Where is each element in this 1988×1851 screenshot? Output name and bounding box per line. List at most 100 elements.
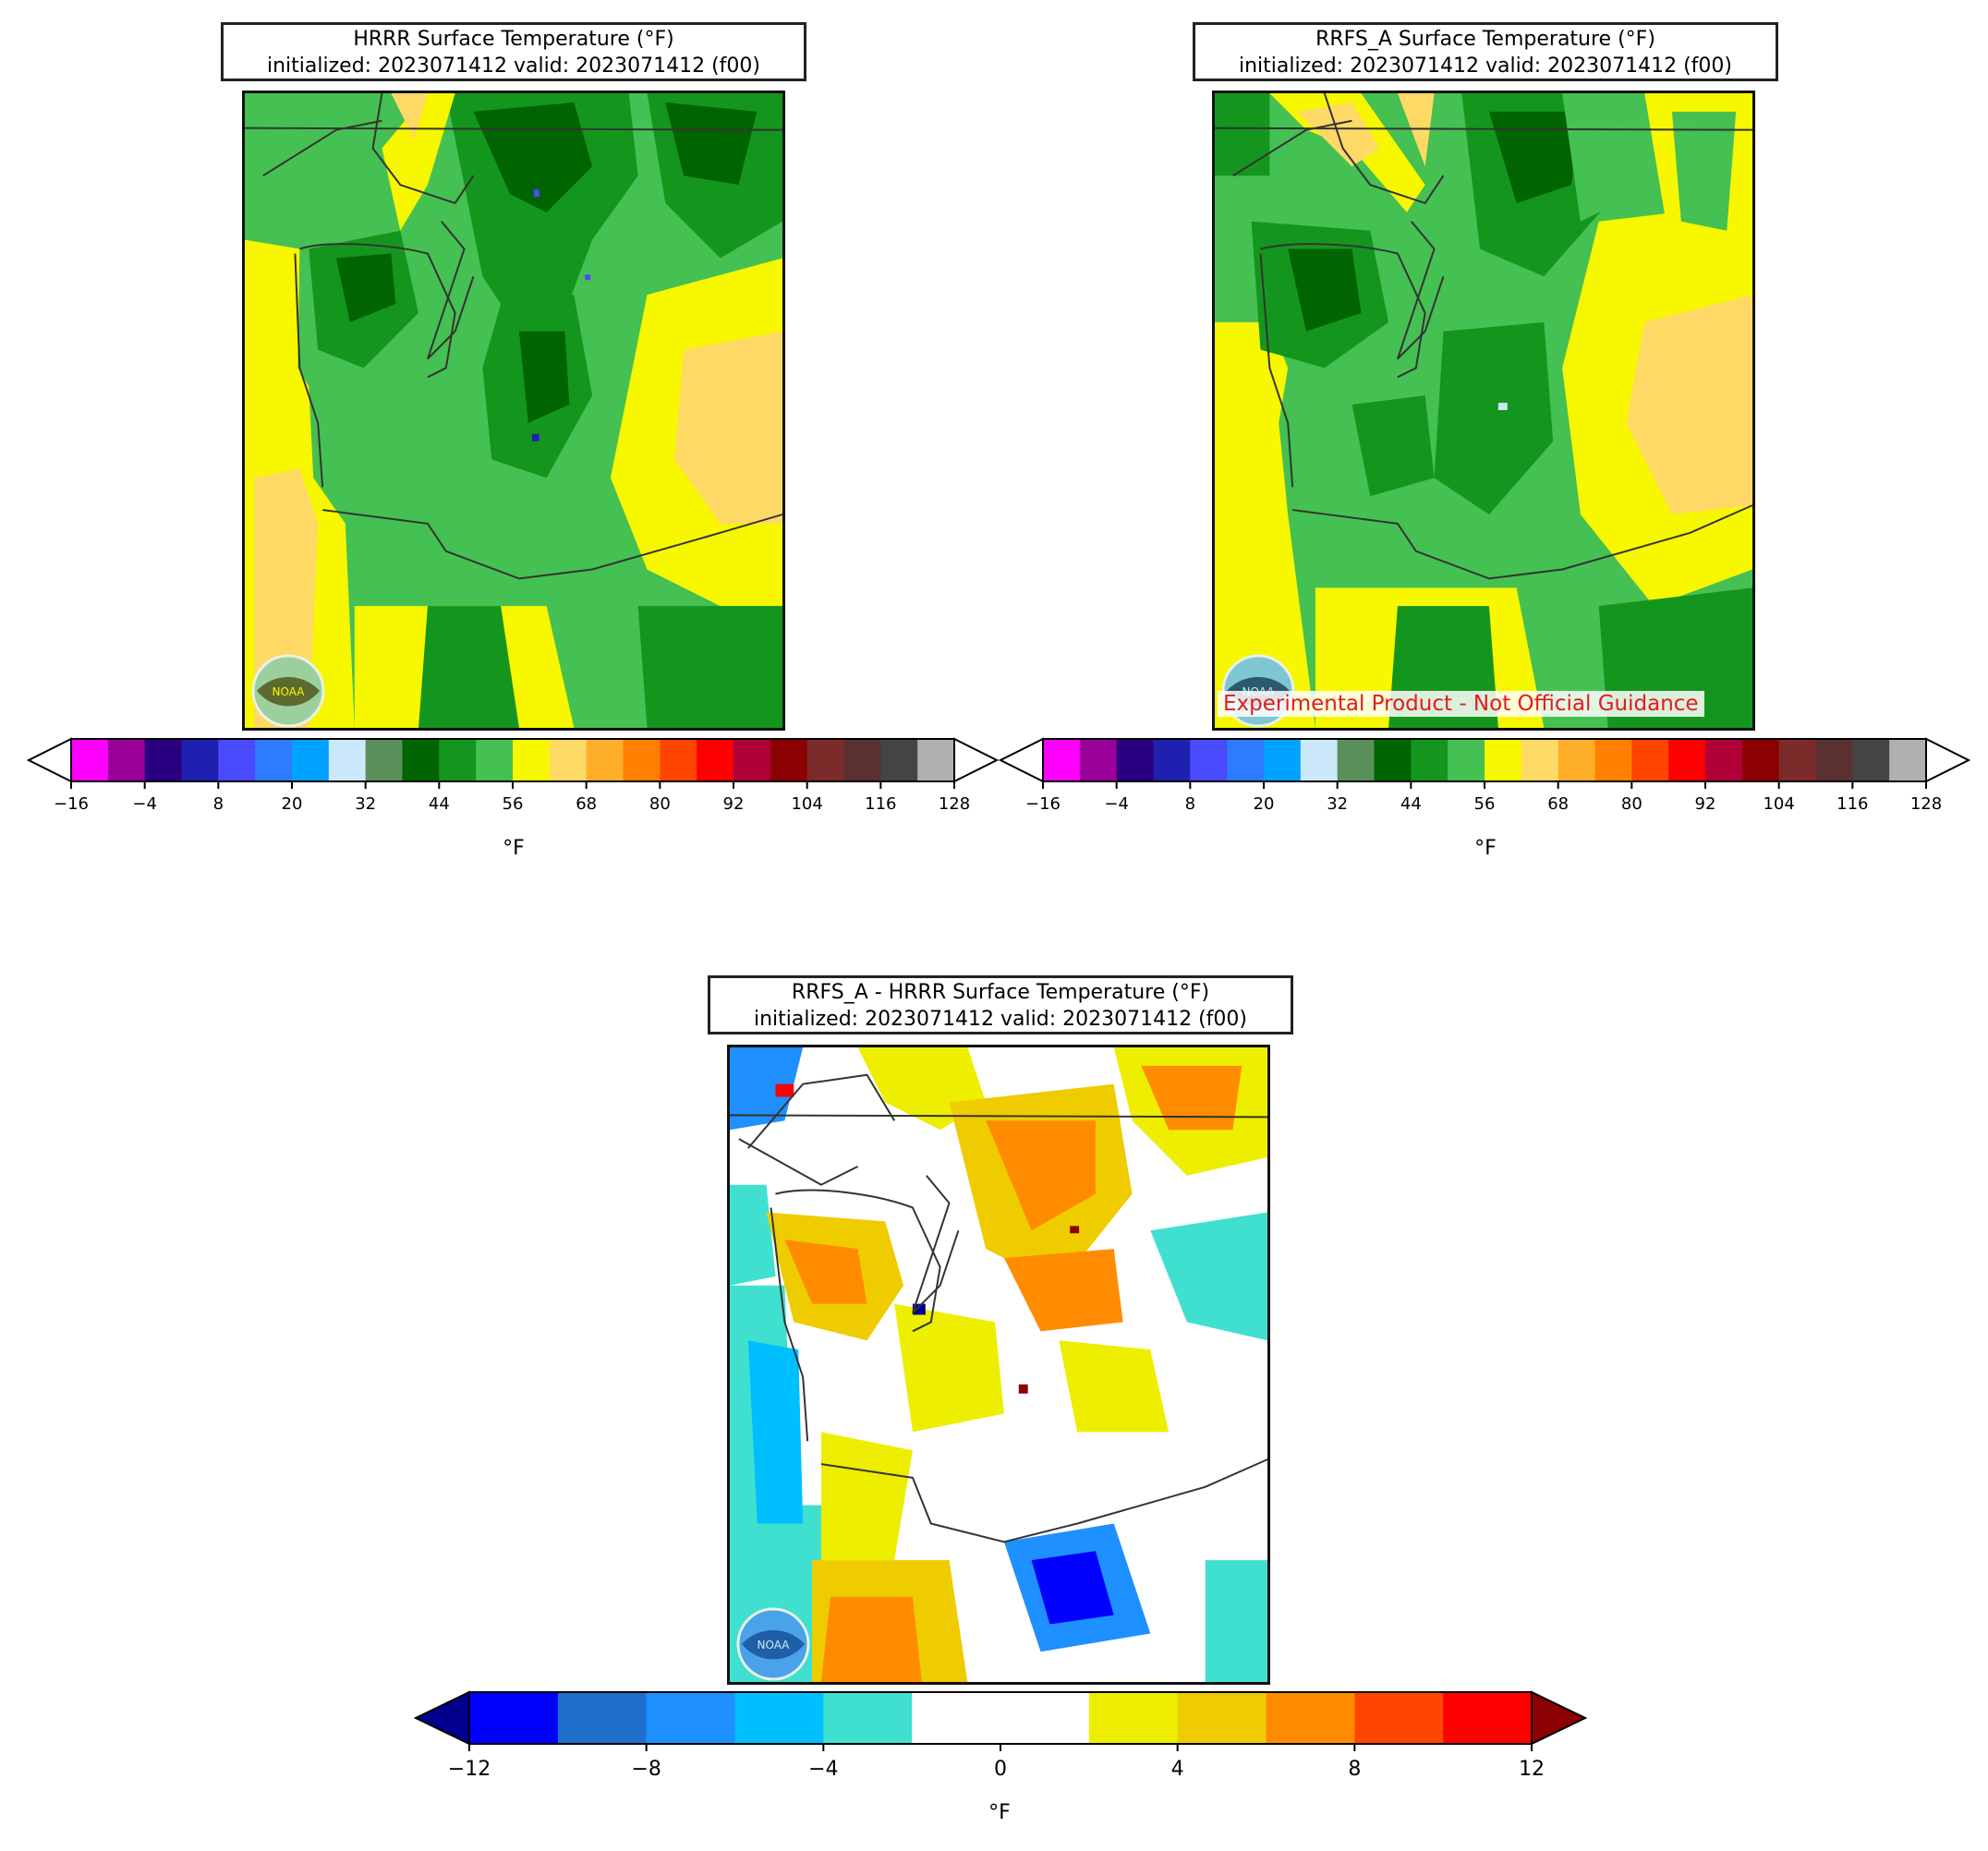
colorbar-swatch: [660, 739, 697, 781]
colorbar-swatch: [1889, 739, 1927, 781]
colorbar-tick-label: 56: [503, 794, 524, 814]
colorbar-tick-label: 32: [355, 794, 376, 814]
colorbar-swatch: [733, 739, 771, 781]
colorbar-swatch: [1354, 1692, 1444, 1744]
colorbar-swatch: [843, 739, 881, 781]
colorbar-swatch: [144, 739, 182, 781]
colorbar-swatch: [1337, 739, 1375, 781]
colorbar-swatch: [1300, 739, 1339, 781]
colorbar-swatch: [1116, 739, 1154, 781]
colorbar-tick-label: 80: [1621, 794, 1643, 814]
colorbar-swatch: [1852, 739, 1890, 781]
colorbar-over-arrow: [953, 737, 1000, 783]
diff-title-box: RRFS_A - HRRR Surface Temperature (°F) i…: [708, 975, 1293, 1034]
colorbar-swatch: [1153, 739, 1191, 781]
colorbar-swatch: [1043, 739, 1081, 781]
colorbar-tick-label: 20: [1254, 794, 1275, 814]
colorbar-swatch: [823, 1692, 913, 1744]
colorbar-tick-label: 128: [1910, 794, 1942, 814]
colorbar-swatch: [880, 739, 918, 781]
colorbar-swatch: [1705, 739, 1743, 781]
colorbar-swatch: [328, 739, 367, 781]
colorbar-swatch: [476, 739, 514, 781]
colorbar-swatch: [1079, 739, 1118, 781]
colorbar-tick-label: 8: [213, 794, 224, 814]
colorbar-swatch: [71, 739, 109, 781]
colorbar-swatch: [623, 739, 661, 781]
colorbar-swatch: [549, 739, 588, 781]
colorbar-swatch: [402, 739, 440, 781]
colorbar-swatch: [365, 739, 403, 781]
rrfs-temperature-map: [1212, 91, 1755, 731]
colorbar-swatch: [1815, 739, 1853, 781]
colorbar-tick-label: −16: [54, 794, 89, 814]
diff-map-canvas: [730, 1047, 1267, 1682]
diff-colorbar-unit: °F: [988, 1801, 1011, 1824]
difference-colorbar: −12 −8 −4 0 4 8 12: [413, 1690, 1588, 1781]
colorbar-tick-label: 80: [649, 794, 671, 814]
hrrr-title-box: HRRR Surface Temperature (°F) initialize…: [221, 22, 806, 81]
colorbar-swatch: [292, 739, 330, 781]
rrfs-colorbar-unit: °F: [1474, 837, 1497, 860]
rrfs-subtitle: initialized: 2023071412 valid: 202307141…: [1239, 54, 1732, 78]
colorbar-swatch: [513, 739, 551, 781]
colorbar-swatch: [1264, 739, 1302, 781]
colorbar-swatch: [1594, 739, 1632, 781]
colorbar-under-arrow: [413, 1690, 470, 1746]
experimental-product-label: Experimental Product - Not Official Guid…: [1218, 691, 1704, 717]
difference-map: [727, 1045, 1270, 1685]
colorbar-tick-label: 104: [1763, 794, 1794, 814]
diff-title: RRFS_A - HRRR Surface Temperature (°F): [791, 981, 1210, 1004]
colorbar-tick-label: 68: [1547, 794, 1569, 814]
colorbar-tick-label: 44: [429, 794, 450, 814]
rrfs-map-canvas: [1215, 93, 1752, 728]
noaa-logo: NOAA: [731, 1607, 816, 1681]
colorbar-tick-label: −8: [631, 1758, 661, 1781]
hrrr-map-canvas: [245, 93, 782, 728]
colorbar-tick-label: −4: [808, 1758, 838, 1781]
colorbar-swatch: [586, 739, 624, 781]
colorbar-under-arrow: [998, 737, 1044, 783]
colorbar-tick-label: 12: [1519, 1758, 1545, 1781]
colorbar-tick-label: 4: [1171, 1758, 1184, 1781]
colorbar-swatch: [646, 1692, 735, 1744]
colorbar-swatch: [1558, 739, 1595, 781]
colorbar-swatch: [1266, 1692, 1355, 1744]
colorbar-swatch: [770, 739, 808, 781]
diff-subtitle: initialized: 2023071412 valid: 202307141…: [754, 1008, 1247, 1031]
colorbar-over-arrow: [1925, 737, 1971, 783]
colorbar-swatch: [806, 739, 844, 781]
colorbar-tick-label: 32: [1327, 794, 1348, 814]
colorbar-tick-label: 116: [865, 794, 896, 814]
colorbar-swatch: [1411, 739, 1449, 781]
colorbar-tick-label: 20: [282, 794, 303, 814]
noaa-logo: NOAA: [246, 654, 331, 728]
colorbar-tick-label: 128: [939, 794, 970, 814]
colorbar-tick-label: 116: [1836, 794, 1868, 814]
colorbar-tick-label: −4: [1104, 794, 1129, 814]
colorbar-swatch: [1521, 739, 1559, 781]
colorbar-swatch: [1443, 1692, 1533, 1744]
colorbar-tick-label: 68: [576, 794, 597, 814]
hrrr-colorbar-unit: °F: [503, 837, 525, 860]
colorbar-swatch: [1088, 1692, 1179, 1744]
colorbar-swatch: [255, 739, 293, 781]
colorbar-tick-label: −16: [1025, 794, 1061, 814]
colorbar-swatch: [734, 1692, 824, 1744]
colorbar-tick-label: 44: [1400, 794, 1422, 814]
colorbar-swatch: [107, 739, 146, 781]
colorbar-swatch: [1227, 739, 1265, 781]
hrrr-temperature-map: [242, 91, 785, 731]
colorbar-swatch: [1778, 739, 1816, 781]
colorbar-swatch: [1631, 739, 1669, 781]
colorbar-tick-label: −12: [448, 1758, 491, 1781]
rrfs-title: RRFS_A Surface Temperature (°F): [1315, 28, 1655, 51]
svg-text:NOAA: NOAA: [273, 685, 306, 698]
colorbar-swatch: [1668, 739, 1706, 781]
rrfs-title-box: RRFS_A Surface Temperature (°F) initiali…: [1193, 22, 1778, 81]
colorbar-swatch: [1741, 739, 1780, 781]
colorbar-swatch: [1177, 1692, 1267, 1744]
colorbar-swatch: [1000, 1692, 1090, 1744]
colorbar-tick-label: 56: [1474, 794, 1496, 814]
colorbar-over-arrow: [1531, 1690, 1588, 1746]
